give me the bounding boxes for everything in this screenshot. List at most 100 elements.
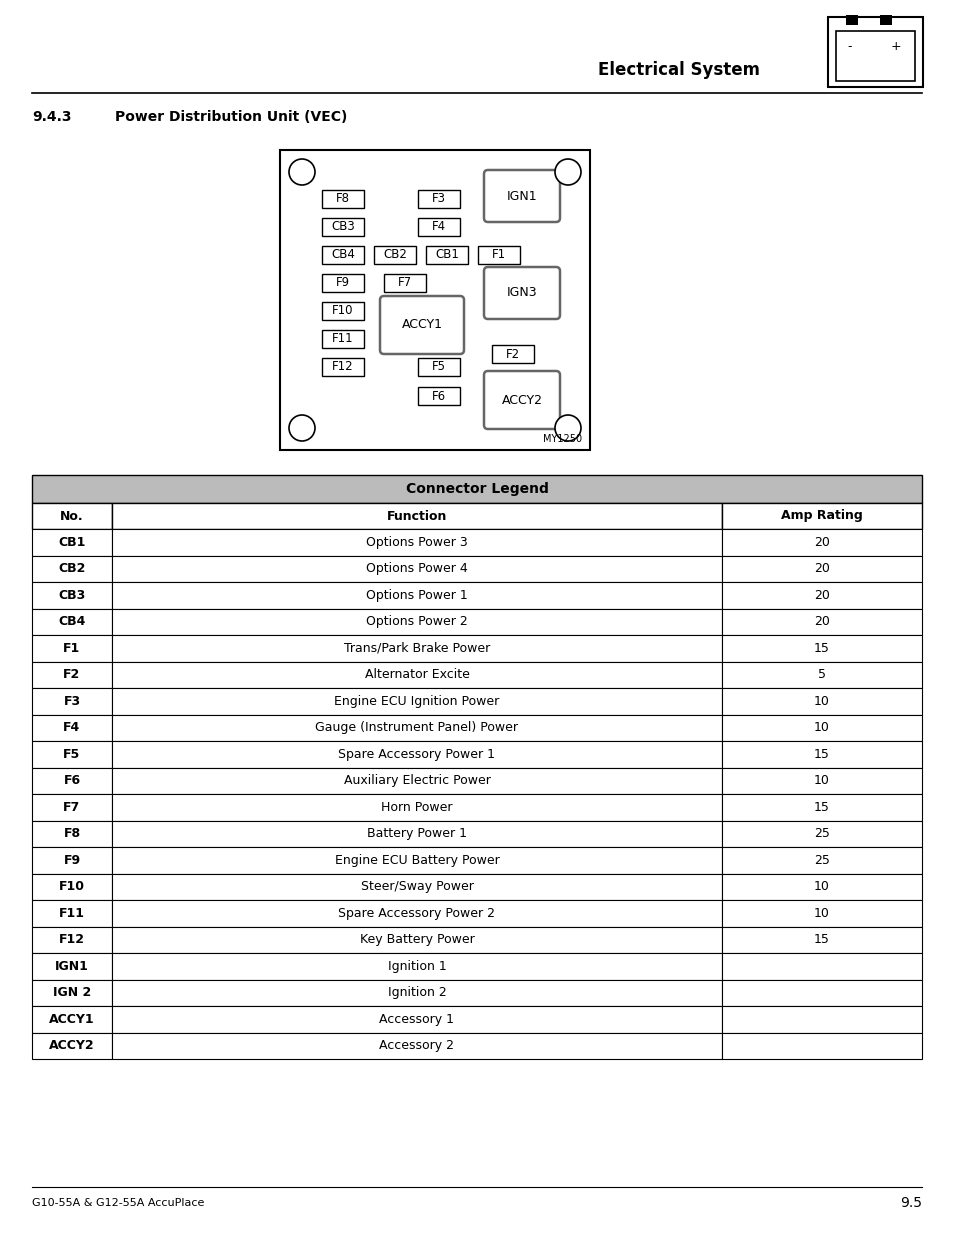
Bar <box>721 609 921 635</box>
Bar <box>417 219 459 236</box>
Text: F4: F4 <box>63 721 81 735</box>
Bar <box>721 582 921 609</box>
Text: 5: 5 <box>817 668 825 682</box>
Text: F11: F11 <box>59 906 85 920</box>
Text: F10: F10 <box>59 881 85 893</box>
Text: 10: 10 <box>813 774 829 787</box>
Text: 9.5: 9.5 <box>899 1195 921 1210</box>
FancyBboxPatch shape <box>483 267 559 319</box>
Text: F5: F5 <box>432 361 446 373</box>
Bar <box>721 820 921 847</box>
Bar <box>384 274 426 291</box>
Bar <box>721 847 921 873</box>
Bar <box>322 274 364 291</box>
Text: Function: Function <box>386 510 447 522</box>
Bar <box>417 387 459 405</box>
Text: CB2: CB2 <box>58 562 86 576</box>
Bar <box>112 794 721 820</box>
Bar <box>721 741 921 767</box>
Bar <box>322 330 364 348</box>
Text: -: - <box>847 41 851 53</box>
Text: Options Power 1: Options Power 1 <box>366 589 467 601</box>
Bar <box>32 475 921 503</box>
Bar <box>322 219 364 236</box>
Bar <box>112 609 721 635</box>
Bar <box>32 820 112 847</box>
Text: ACCY2: ACCY2 <box>501 394 542 406</box>
Text: F4: F4 <box>432 221 446 233</box>
Text: CB1: CB1 <box>435 248 458 262</box>
Bar <box>322 246 364 264</box>
Bar <box>417 358 459 375</box>
Bar <box>721 556 921 582</box>
Text: F3: F3 <box>432 193 446 205</box>
Bar <box>32 794 112 820</box>
Bar <box>32 953 112 979</box>
Bar <box>32 979 112 1007</box>
Text: +: + <box>890 41 901 53</box>
Text: IGN1: IGN1 <box>506 189 537 203</box>
Text: F3: F3 <box>63 695 80 708</box>
Text: Ignition 2: Ignition 2 <box>387 987 446 999</box>
Text: Trans/Park Brake Power: Trans/Park Brake Power <box>343 642 490 655</box>
Text: F12: F12 <box>332 361 354 373</box>
Text: Battery Power 1: Battery Power 1 <box>367 827 467 840</box>
Bar <box>879 15 891 25</box>
Text: F5: F5 <box>63 747 81 761</box>
Text: Amp Rating: Amp Rating <box>781 510 862 522</box>
Text: F11: F11 <box>332 332 354 346</box>
Bar <box>721 1032 921 1058</box>
Bar <box>112 503 721 529</box>
Text: F8: F8 <box>335 193 350 205</box>
Text: 15: 15 <box>813 800 829 814</box>
Bar <box>112 556 721 582</box>
Bar <box>112 847 721 873</box>
Text: 15: 15 <box>813 934 829 946</box>
Text: CB3: CB3 <box>331 221 355 233</box>
Text: Accessory 1: Accessory 1 <box>379 1013 454 1026</box>
Text: CB4: CB4 <box>58 615 86 629</box>
Text: Steer/Sway Power: Steer/Sway Power <box>360 881 473 893</box>
Circle shape <box>555 415 580 441</box>
Text: 15: 15 <box>813 747 829 761</box>
Bar <box>112 741 721 767</box>
Text: 15: 15 <box>813 642 829 655</box>
FancyBboxPatch shape <box>379 296 463 354</box>
Text: Options Power 2: Options Power 2 <box>366 615 467 629</box>
Bar <box>32 556 112 582</box>
Text: F2: F2 <box>505 347 519 361</box>
Bar <box>112 715 721 741</box>
Text: Alternator Excite: Alternator Excite <box>364 668 469 682</box>
Bar <box>32 741 112 767</box>
Text: ACCY1: ACCY1 <box>50 1013 94 1026</box>
Text: CB4: CB4 <box>331 248 355 262</box>
FancyBboxPatch shape <box>483 170 559 222</box>
Bar <box>112 926 721 953</box>
Text: 9.4.3: 9.4.3 <box>32 110 71 124</box>
Circle shape <box>555 159 580 185</box>
Bar <box>417 190 459 207</box>
Bar <box>721 979 921 1007</box>
Bar <box>477 246 519 264</box>
Bar <box>32 926 112 953</box>
Bar <box>112 1007 721 1032</box>
Text: 25: 25 <box>813 827 829 840</box>
Text: Spare Accessory Power 1: Spare Accessory Power 1 <box>338 747 495 761</box>
Text: CB1: CB1 <box>58 536 86 548</box>
Text: Accessory 2: Accessory 2 <box>379 1039 454 1052</box>
Text: IGN3: IGN3 <box>506 287 537 300</box>
Text: F1: F1 <box>63 642 81 655</box>
Bar <box>492 345 534 363</box>
Bar <box>827 17 923 86</box>
Text: Horn Power: Horn Power <box>381 800 453 814</box>
Bar <box>32 847 112 873</box>
Bar <box>112 873 721 900</box>
Bar <box>32 715 112 741</box>
Circle shape <box>289 159 314 185</box>
Bar <box>721 529 921 556</box>
Text: No.: No. <box>60 510 84 522</box>
Bar <box>721 1007 921 1032</box>
Bar <box>721 900 921 926</box>
Text: Auxiliary Electric Power: Auxiliary Electric Power <box>343 774 490 787</box>
Bar <box>112 900 721 926</box>
